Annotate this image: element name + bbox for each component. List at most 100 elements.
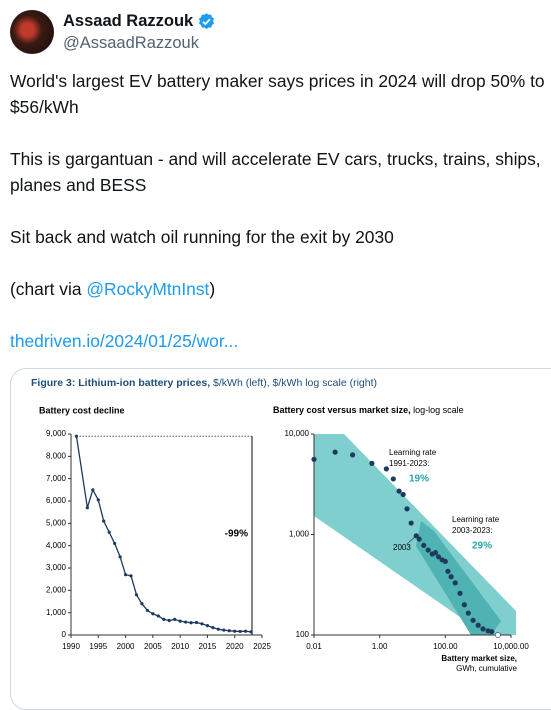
x-tick-label: 2000 [117, 642, 135, 651]
learning-band-inner [416, 521, 501, 635]
x-tick-label: 2025 [253, 642, 271, 651]
text: ) [209, 279, 216, 299]
annotation: 2003-2023: [452, 526, 492, 535]
scatter-point [489, 629, 495, 635]
scatter-point [390, 476, 396, 482]
x-tick-label: 2005 [144, 642, 162, 651]
data-point [194, 620, 199, 625]
author-name[interactable]: Assaad Razzouk [63, 12, 194, 30]
x-tick-label: 2010 [171, 642, 189, 651]
learning-rate: 19% [409, 474, 429, 485]
data-point [145, 608, 149, 613]
mention[interactable]: @RockyMtnInst [86, 279, 210, 299]
x-tick-label: 0.01 [306, 642, 322, 651]
y-tick-label: 4,000 [46, 541, 67, 550]
y-tick-label: 6,000 [46, 496, 67, 505]
data-point [113, 541, 117, 546]
scatter-point [421, 542, 427, 548]
scatter-point [445, 568, 451, 574]
data-point [140, 602, 144, 606]
scatter-point [495, 632, 501, 638]
scatter-point [432, 550, 439, 556]
data-point [173, 617, 177, 621]
data-point [184, 620, 188, 624]
figure-label: Figure 3: Lithium-ion battery prices, [31, 377, 210, 389]
data-point [227, 629, 231, 633]
y-tick-label: 5,000 [46, 518, 67, 527]
scatter-point [311, 456, 317, 462]
scatter-point [404, 506, 410, 512]
data-point [189, 621, 193, 625]
url-link[interactable]: thedriven.io/2024/01/25/wor... [10, 331, 239, 351]
scatter-point [350, 452, 356, 458]
tweet-text: World's largest EV battery maker says pr… [10, 68, 550, 380]
text: (chart via [10, 279, 87, 299]
data-point [216, 627, 220, 631]
y-tick-label: 2,000 [46, 585, 67, 594]
tweet-page: {"tweet": {"author_name": "Assaad Razzou… [10, 10, 551, 710]
x-tick-label: 1995 [89, 642, 107, 651]
annotation: Learning rate [389, 448, 437, 457]
data-point [74, 434, 79, 438]
scatter-point [416, 536, 422, 542]
learning-rate: 29% [472, 541, 492, 552]
scatter-point [400, 491, 406, 498]
data-point [118, 555, 122, 559]
verified-badge [199, 13, 215, 30]
data-point [222, 628, 226, 632]
paragraph: thedriven.io/2024/01/25/wor... [10, 328, 550, 354]
data-point [156, 614, 160, 618]
data-point [233, 629, 237, 633]
paragraph: Sit back and watch oil running for the e… [10, 227, 394, 247]
chart-subtitle: log-log scale [413, 405, 464, 415]
x-tick-label: 1990 [62, 642, 80, 651]
x-tick-label: 10,000.00 [493, 642, 529, 651]
scatter-point [480, 626, 486, 632]
data-point [205, 624, 210, 628]
scatter-point [396, 488, 402, 494]
data-point [151, 612, 155, 616]
image-card[interactable]: Figure 3: Lithium-ion battery prices, $/… [10, 368, 551, 710]
avatar[interactable] [10, 10, 54, 54]
data-point [162, 617, 166, 621]
data-point [134, 593, 139, 597]
chart-title: Battery cost versus market size, log-log… [273, 405, 464, 415]
data-point [178, 619, 182, 623]
data-point [91, 488, 95, 492]
figure: Figure 3: Lithium-ion battery prices, $/… [31, 377, 529, 673]
scatter-point [332, 449, 338, 455]
y-tick-label: 3,000 [46, 563, 67, 572]
x-tick-label: 2020 [226, 642, 244, 651]
paragraph: This is gargantuan - and will accelerate… [10, 149, 541, 195]
x-tick-label: 2015 [199, 642, 217, 651]
chart-title-main: Battery cost versus market size, [273, 405, 411, 415]
figure-units: $/kWh (left), $/kWh log scale (right) [213, 377, 377, 389]
y-tick-label: 0 [62, 630, 67, 639]
data-point [200, 622, 204, 626]
scatter-point [435, 554, 442, 560]
data-point [244, 629, 248, 633]
scatter-point [465, 610, 471, 616]
annotation: 1991-2023: [389, 459, 429, 468]
data-point [85, 506, 89, 510]
paragraph: World's largest EV battery maker says pr… [10, 71, 545, 117]
data-point [167, 618, 171, 623]
scatter-point [425, 547, 431, 553]
x-tick-label: 1.00 [372, 642, 388, 651]
data-point [96, 498, 100, 502]
scatter-point [452, 580, 458, 586]
scatter-point [470, 617, 476, 623]
data-point [107, 530, 111, 534]
author-handle[interactable]: @AssaadRazzouk [63, 34, 199, 52]
scatter-point [475, 622, 481, 628]
annotation: -99% [225, 528, 248, 539]
data-point [102, 519, 106, 523]
annotation-pointer [406, 534, 418, 545]
scatter-point [369, 460, 375, 466]
data-point [211, 626, 215, 630]
scatter-point [457, 590, 463, 596]
author-name-row: Assaad Razzouk [63, 12, 216, 31]
x-axis-label: GWh, cumulative [456, 664, 517, 673]
scatter-point [448, 574, 454, 580]
data-point [123, 573, 128, 577]
